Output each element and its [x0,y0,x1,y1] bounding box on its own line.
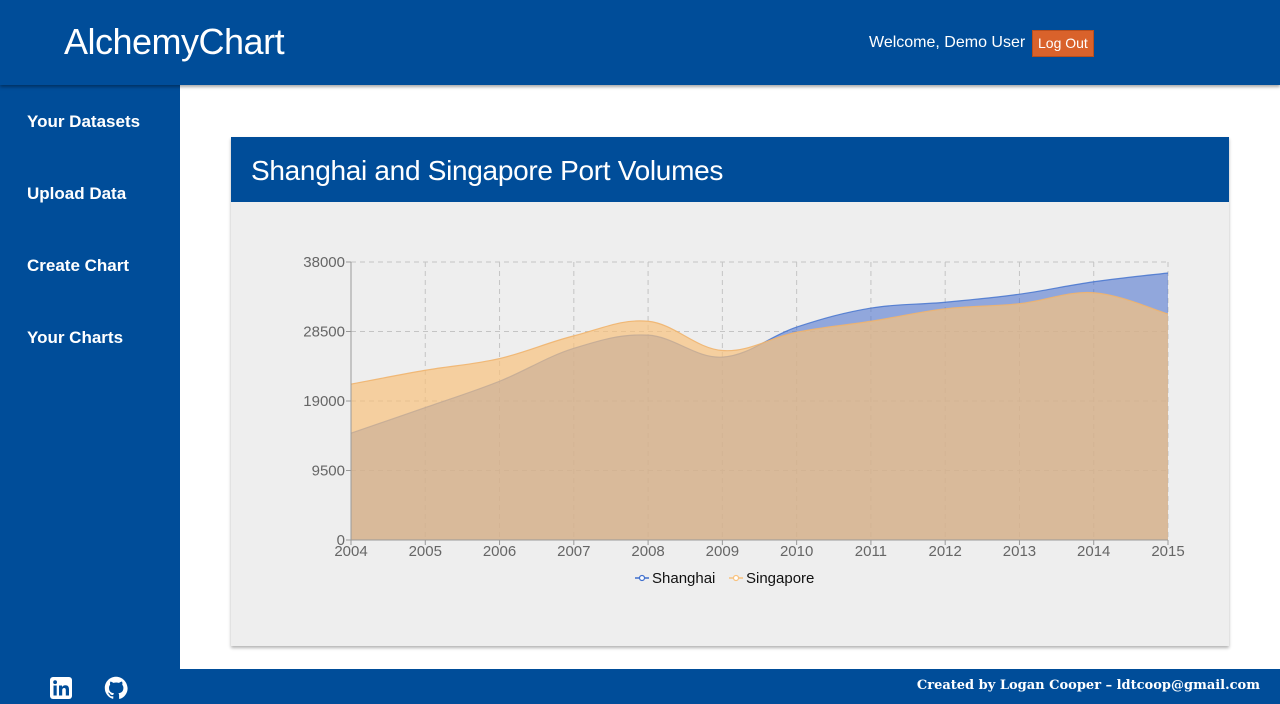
x-tick-label: 2007 [557,543,590,560]
sidebar-item-create-chart[interactable]: Create Chart [27,256,130,275]
y-tick-label: 19000 [303,393,345,410]
x-tick-label: 2005 [409,543,442,560]
legend-marker-singapore [732,574,740,582]
y-tick-label: 28500 [303,324,345,341]
app-header: AlchemyChart Welcome, Demo User Log Out [0,0,1280,85]
chart-card: Shanghai and Singapore Port Volumes 0 950… [231,137,1229,646]
y-tick-label: 9500 [312,463,345,480]
sidebar: Your Datasets Upload Data Create Chart Y… [0,85,180,669]
area-singapore [351,292,1168,540]
chart-areas [350,272,1169,540]
y-tick-label: 0 [337,532,345,549]
x-tick-label: 2009 [706,543,739,560]
app-footer: Created by Logan Cooper – ldtcoop@gmail.… [0,669,1280,704]
app-logo[interactable]: AlchemyChart [64,21,285,62]
chart-ticks: 0 9500 19000 28500 38000 2004 2005 2006 2007 2008… [303,254,1184,560]
port-volume-chart: 0 9500 19000 28500 38000 2004 2005 2006 2007 2008… [303,254,1184,587]
sidebar-item-your-datasets[interactable]: Your Datasets [27,112,141,131]
legend-marker-shanghai [638,574,646,582]
x-tick-label: 2011 [855,543,887,560]
y-tick-label: 38000 [303,254,345,271]
x-tick-label: 2015 [1151,543,1184,560]
linkedin-icon[interactable] [49,676,73,700]
x-tick-label: 2012 [928,543,961,560]
legend-label-singapore[interactable]: Singapore [746,570,814,587]
x-tick-label: 2013 [1003,543,1036,560]
footer-credit: Created by Logan Cooper – ldtcoop@gmail.… [916,678,1260,693]
sidebar-item-your-charts[interactable]: Your Charts [27,328,124,347]
x-tick-label: 2006 [483,543,516,560]
x-tick-label: 2010 [780,543,813,560]
legend-label-shanghai[interactable]: Shanghai [652,570,715,587]
line-singapore [350,291,1169,385]
github-icon[interactable] [104,676,128,700]
chart-card-header: Shanghai and Singapore Port Volumes [231,137,1229,202]
chart-legend: Shanghai Singapore [635,570,814,587]
x-tick-label: 2004 [334,543,367,560]
sidebar-item-upload-data[interactable]: Upload Data [27,184,127,203]
chart-title: Shanghai and Singapore Port Volumes [251,155,724,186]
x-tick-label: 2008 [631,543,664,560]
welcome-text: Welcome, Demo User [869,34,1026,51]
logout-button[interactable]: Log Out [1032,30,1094,57]
x-tick-label: 2014 [1077,543,1110,560]
